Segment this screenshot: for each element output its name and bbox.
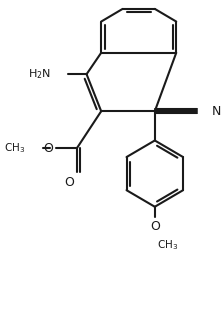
- Text: CH$_3$: CH$_3$: [157, 238, 178, 252]
- Text: O: O: [150, 220, 160, 233]
- Text: CH$_3$: CH$_3$: [4, 142, 25, 155]
- Text: O: O: [64, 176, 74, 189]
- Text: O: O: [44, 142, 54, 155]
- Text: N: N: [211, 105, 221, 118]
- Text: H$_2$N: H$_2$N: [28, 67, 51, 81]
